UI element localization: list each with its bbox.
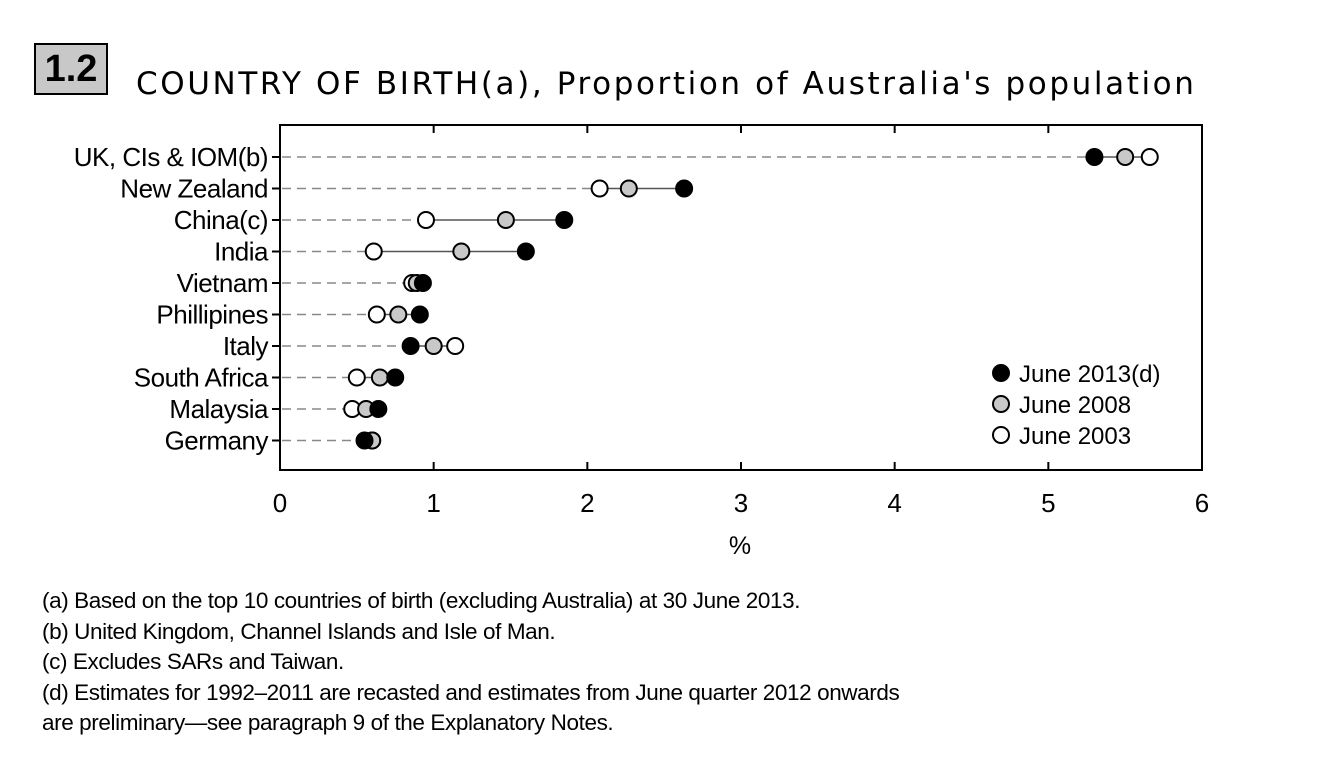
- footnote-d-continued: are preliminary—see paragraph 9 of the E…: [42, 710, 614, 735]
- y-category-label: Vietnam: [177, 268, 268, 298]
- data-point-june-2008-india: [452, 242, 471, 261]
- x-tick-label: 0: [273, 488, 287, 518]
- data-point-june-2008-phillipines: [389, 305, 408, 324]
- footnote-d: (d) Estimates for 1992–2011 are recasted…: [42, 679, 900, 705]
- x-tick-label: 2: [580, 488, 594, 518]
- data-point-june-2008-new-zealand: [619, 179, 638, 198]
- data-point-june-2013-d-vietnam: [413, 274, 432, 292]
- y-category-label: India: [214, 237, 269, 267]
- footnotes: (a) Based on the top 10 countries of bir…: [42, 586, 900, 739]
- x-tick-label: 1: [426, 488, 440, 518]
- y-category-label: South Africa: [134, 363, 269, 393]
- figure-number-badge: 1.2: [34, 43, 108, 95]
- legend-label-june-2003: June 2003: [1019, 423, 1131, 450]
- data-point-june-2013-d-uk-cis-iom-b: [1085, 148, 1104, 166]
- data-point-june-2013-d-phillipines: [410, 305, 429, 324]
- x-axis-label: %: [729, 532, 751, 560]
- y-category-label: Malaysia: [169, 394, 269, 424]
- chart: 0 1 2 3 4 5 6 UK, CIs & IOM(b)New ZealandChina…: [74, 124, 1209, 560]
- y-category-label: UK, CIs & IOM(b): [74, 142, 268, 172]
- data-point-june-2003-uk-cis-iom-b: [1140, 148, 1159, 166]
- y-category-label: New Zealand: [120, 174, 268, 204]
- x-tick-label: 4: [887, 488, 901, 518]
- chart-title: COUNTRY OF BIRTH(a), Proportion of Austr…: [136, 66, 1197, 102]
- data-point-june-2008-south-africa: [370, 368, 389, 387]
- x-tick-label: 6: [1195, 488, 1209, 518]
- data-point-june-2013-d-india: [516, 242, 535, 261]
- data-point-june-2008-china-c: [496, 211, 515, 229]
- footnote-a: (a) Based on the top 10 countries of bir…: [42, 588, 801, 613]
- data-point-june-2003-china-c: [416, 211, 435, 229]
- data-point-june-2013-d-malaysia: [369, 400, 388, 418]
- legend-marker-june-2003: [992, 426, 1010, 444]
- data-point-june-2003-phillipines: [367, 305, 386, 324]
- data-point-june-2013-d-germany: [355, 431, 374, 450]
- footnote-b: (b) United Kingdom, Channel Islands and …: [42, 618, 556, 644]
- data-point-june-2003-new-zealand: [590, 179, 609, 198]
- data-point-june-2003-italy: [446, 337, 465, 355]
- legend-label-june-2013-d: June 2013(d): [1019, 361, 1160, 388]
- data-point-june-2013-d-south-africa: [386, 368, 405, 387]
- y-category-label: Germany: [165, 426, 269, 456]
- y-category-label: China(c): [174, 205, 268, 235]
- legend-marker-june-2013-d: [992, 364, 1010, 382]
- y-category-label: Italy: [223, 331, 269, 361]
- data-point-june-2013-d-italy: [401, 337, 420, 355]
- data-point-june-2013-d-new-zealand: [675, 179, 694, 198]
- data-point-june-2003-south-africa: [347, 368, 366, 387]
- legend-marker-june-2008: [992, 395, 1010, 413]
- data-point-june-2003-india: [364, 242, 383, 261]
- footnote-c: (c) Excludes SARs and Taiwan.: [42, 649, 344, 674]
- y-category-label: Phillipines: [156, 300, 268, 330]
- data-point-june-2008-uk-cis-iom-b: [1116, 148, 1135, 166]
- x-tick-label: 5: [1041, 488, 1055, 518]
- data-point-june-2008-italy: [424, 337, 443, 355]
- legend-label-june-2008: June 2008: [1019, 392, 1131, 419]
- data-point-june-2013-d-china-c: [555, 211, 574, 229]
- x-tick-label: 3: [734, 488, 748, 518]
